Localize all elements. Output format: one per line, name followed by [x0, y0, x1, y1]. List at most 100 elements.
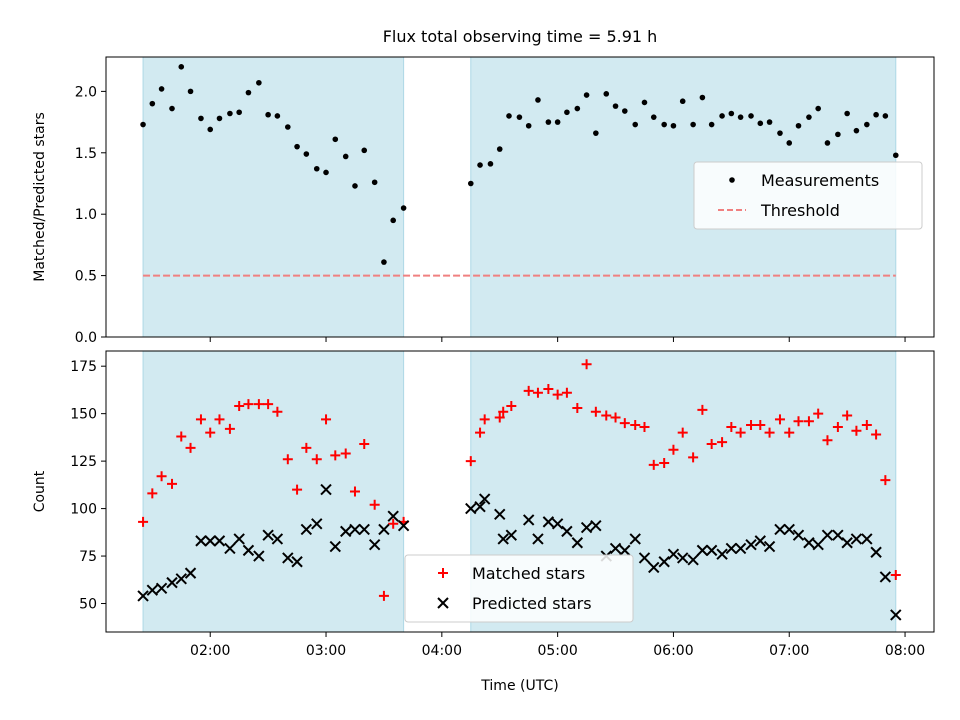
data-point	[734, 542, 747, 555]
data-point	[774, 523, 786, 536]
data-point	[812, 538, 824, 551]
data-point	[205, 427, 216, 438]
data-point	[593, 130, 599, 136]
data-point	[735, 427, 746, 438]
data-point	[822, 435, 833, 446]
data-point	[648, 561, 660, 574]
data-point	[378, 590, 389, 601]
data-point	[648, 459, 659, 470]
data-point	[388, 518, 399, 529]
data-point	[610, 412, 621, 423]
legend-box	[404, 554, 634, 623]
series-measurements	[140, 64, 899, 265]
data-point	[688, 452, 699, 463]
data-point	[882, 113, 889, 119]
data-point	[641, 99, 648, 106]
legend-label: Measurements	[761, 171, 879, 190]
data-point	[803, 416, 814, 427]
data-point	[214, 414, 225, 425]
data-point	[783, 523, 795, 536]
data-point	[532, 387, 543, 398]
data-point	[725, 542, 738, 555]
data-point	[265, 111, 271, 118]
data-point	[745, 538, 757, 551]
data-point	[677, 427, 688, 438]
data-point	[494, 508, 506, 520]
data-point	[262, 529, 274, 541]
data-point	[320, 483, 332, 496]
plot-frame	[105, 56, 935, 338]
data-point	[195, 414, 206, 425]
x-tick-label: 02:00	[190, 643, 230, 659]
y-tick-label: 100	[70, 502, 97, 518]
data-point	[728, 110, 735, 117]
data-point	[156, 471, 167, 482]
data-point	[717, 437, 728, 448]
data-point	[870, 546, 882, 558]
data-point	[792, 529, 805, 541]
data-point	[850, 533, 863, 545]
data-point	[263, 399, 274, 410]
data-point	[523, 385, 534, 396]
data-point	[612, 103, 619, 109]
data-point	[368, 538, 381, 551]
x-tick-label: 06:00	[653, 643, 693, 659]
data-point	[387, 510, 399, 522]
data-point	[552, 389, 563, 400]
data-point	[832, 529, 844, 541]
data-point	[525, 122, 532, 129]
x-axis-label: Time (UTC)	[480, 678, 558, 694]
data-point	[832, 421, 843, 432]
x-tick-label: 08:00	[885, 643, 925, 659]
data-point	[497, 533, 509, 545]
count-panel: 50 75 100 125 150 175 02:00 03:00 04:00 05:00 06:0…	[32, 350, 935, 659]
data-point	[166, 576, 178, 589]
data-point	[784, 427, 795, 438]
data-point	[803, 537, 815, 549]
x-tick-label: 03:00	[306, 643, 346, 659]
legend-marker	[438, 568, 448, 578]
data-point	[705, 544, 718, 557]
data-point	[256, 79, 262, 86]
data-point	[149, 100, 156, 107]
data-point	[349, 486, 360, 497]
data-point	[890, 570, 901, 581]
data-point	[371, 179, 378, 186]
data-point	[630, 420, 641, 431]
data-point	[323, 169, 329, 176]
data-point	[754, 535, 767, 547]
data-point	[245, 89, 252, 96]
legend-label: Predicted stars	[472, 594, 592, 613]
data-point	[207, 126, 214, 133]
data-point	[178, 64, 185, 70]
legend: Matched stars Predicted stars	[404, 554, 634, 623]
data-point	[659, 458, 670, 469]
data-point	[687, 554, 699, 566]
legend-marker	[437, 597, 449, 609]
data-point	[176, 431, 187, 442]
data-point	[233, 533, 245, 545]
data-point	[313, 165, 320, 172]
data-point	[532, 533, 544, 545]
data-point	[494, 412, 505, 423]
data-point	[601, 410, 612, 421]
y-axis-label: Matched/Predicted stars	[32, 112, 48, 282]
data-point	[369, 499, 380, 510]
data-point	[619, 418, 630, 429]
data-point	[609, 542, 622, 555]
data-point	[224, 542, 236, 555]
data-point	[158, 86, 165, 92]
y-tick-label: 1.5	[75, 146, 97, 162]
data-point	[321, 414, 332, 425]
data-point	[138, 516, 149, 527]
data-point	[764, 427, 775, 438]
data-point	[282, 454, 293, 465]
data-point	[175, 573, 187, 585]
data-point	[187, 88, 194, 95]
data-point	[522, 514, 535, 526]
data-point	[748, 113, 754, 119]
data-point	[619, 544, 631, 557]
data-point	[467, 180, 474, 187]
data-point	[871, 429, 882, 440]
